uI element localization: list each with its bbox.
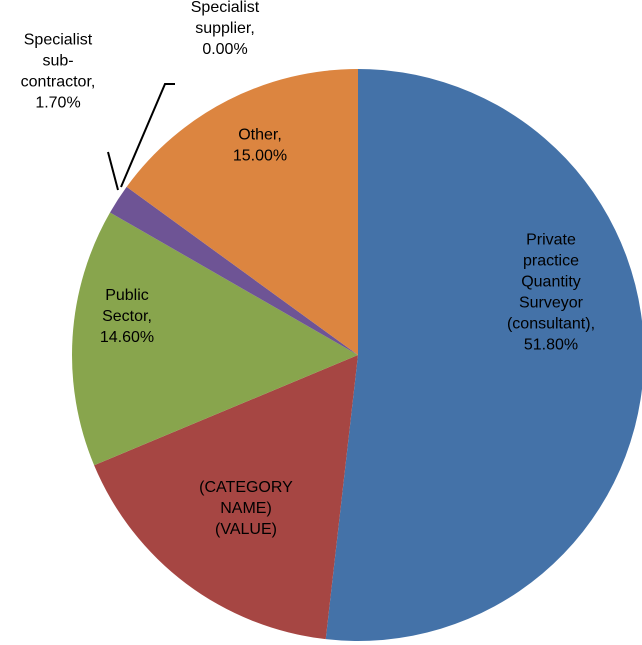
slice-label-2: Public Sector, 14.60% [100, 287, 154, 346]
pie-slice-5 [126, 69, 359, 355]
slice-label-5: Other, 15.00% [233, 127, 287, 165]
leader-line-3 [107, 151, 119, 191]
pie-slice-3 [110, 186, 359, 355]
slice-labels: Private practice Quantity Surveyor (consulta… [21, 0, 595, 538]
pie-slices [72, 69, 642, 641]
slice-label-0: Private practice Quantity Surveyor (consulta… [507, 232, 595, 354]
slice-label-4: Specialist supplier, 0.00% [191, 0, 260, 58]
leader-lines [107, 83, 175, 191]
slice-label-1: (CATEGORY NAME) (VALUE) [199, 479, 293, 538]
pie-slice-1 [94, 355, 359, 640]
leader-line-4 [120, 83, 175, 188]
pie-slice-2 [72, 212, 358, 466]
slice-label-3: Specialist sub-contractor, 1.70% [21, 32, 96, 112]
pie-slice-0 [325, 69, 642, 641]
